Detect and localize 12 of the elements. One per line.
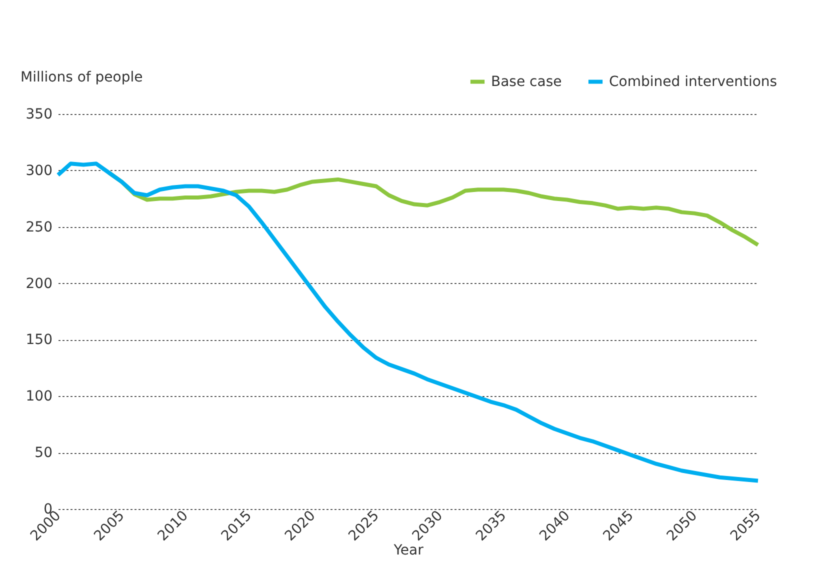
legend-label: Base case: [491, 74, 562, 90]
y-tick-label: 300: [26, 162, 52, 179]
y-tick-label: 50: [34, 445, 52, 462]
y-tick-label: 350: [26, 106, 52, 122]
y-tick-label: 250: [26, 219, 52, 236]
y-tick-label: 100: [26, 388, 52, 405]
y-tick-label: 150: [26, 332, 52, 348]
line-series: [56, 162, 760, 483]
y-axis-title: Millions of people: [20, 70, 143, 86]
y-tick-label: 200: [26, 276, 52, 292]
legend-label: Combined interventions: [609, 74, 778, 90]
x-axis-title: Year: [392, 542, 424, 559]
